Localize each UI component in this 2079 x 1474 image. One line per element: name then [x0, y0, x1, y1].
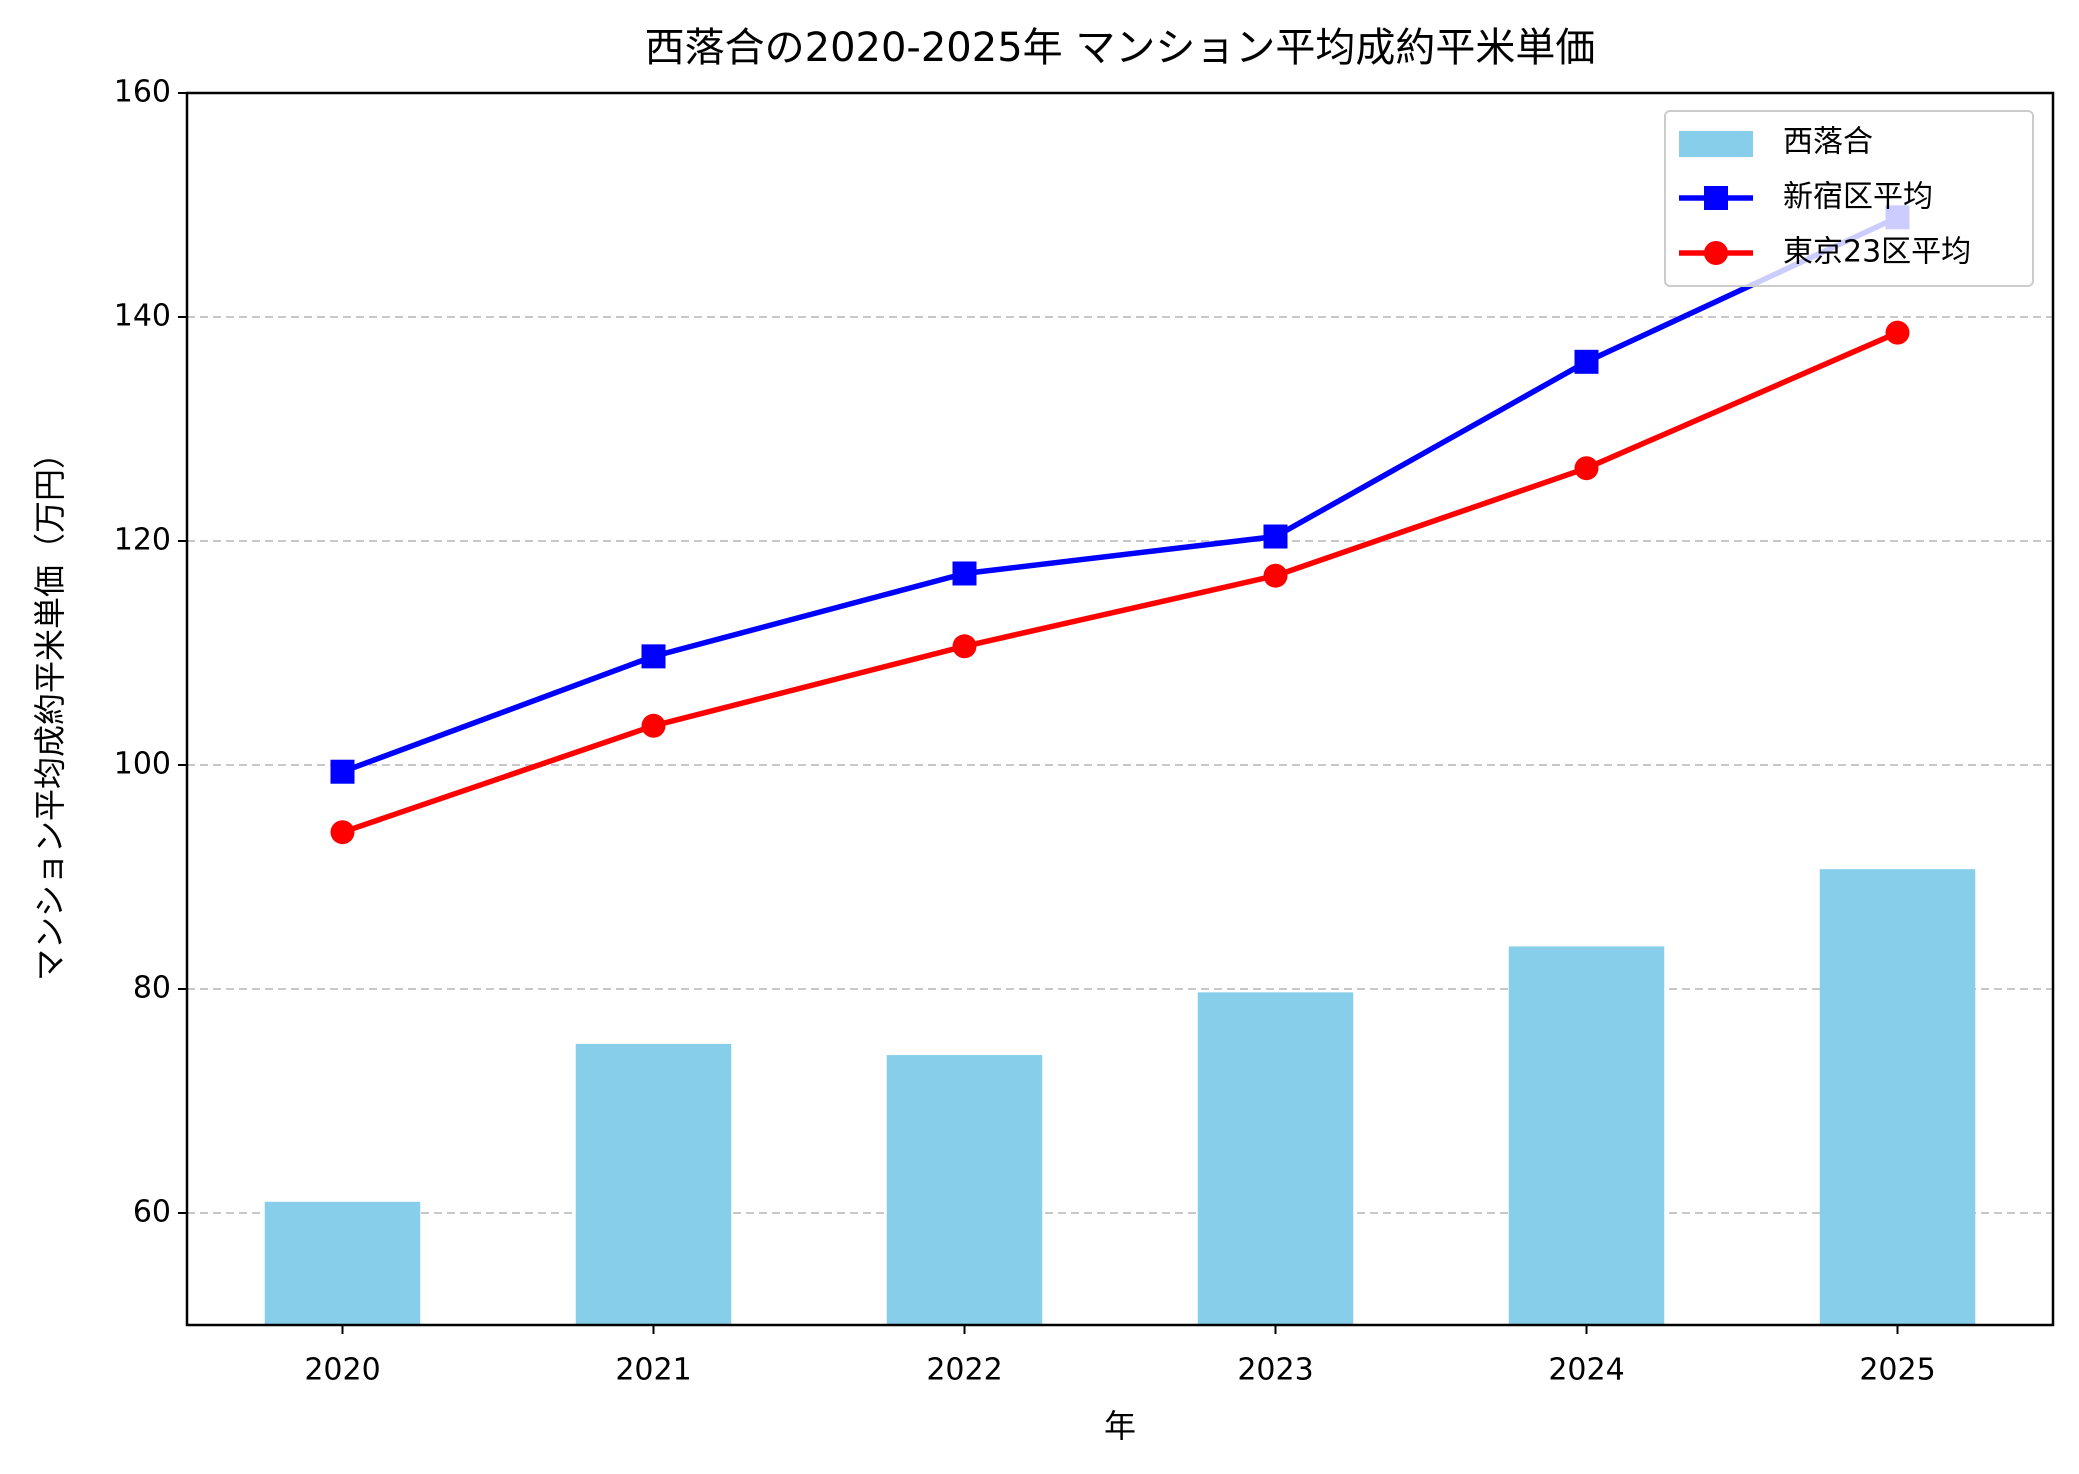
- marker: [952, 634, 977, 659]
- x-tick-label: 2023: [1237, 1353, 1313, 1388]
- x-tick-label: 2021: [615, 1353, 691, 1388]
- legend-label: 東京23区平均: [1783, 235, 1971, 270]
- legend-swatch: [1679, 131, 1753, 157]
- marker: [952, 561, 977, 586]
- bar: [264, 1201, 421, 1325]
- line: [341, 214, 1899, 775]
- marker: [1574, 456, 1599, 481]
- line: [341, 330, 1899, 835]
- legend-label: 新宿区平均: [1783, 180, 1933, 215]
- marker: [1885, 320, 1910, 345]
- chart-title: 西落合の2020-2025年 マンション平均成約平米単価: [645, 25, 1596, 71]
- bar: [1197, 992, 1354, 1325]
- marker: [641, 713, 666, 738]
- bar: [886, 1055, 1043, 1325]
- y-tick-label: 60: [133, 1195, 171, 1230]
- y-tick-label: 80: [133, 971, 171, 1006]
- y-tick-label: 100: [114, 747, 171, 782]
- x-tick-label: 2022: [926, 1353, 1002, 1388]
- x-tick-label: 2020: [304, 1353, 380, 1388]
- marker: [1263, 524, 1288, 549]
- marker: [330, 820, 355, 845]
- marker: [1263, 563, 1288, 588]
- legend-box: [1664, 110, 2034, 287]
- bar: [1819, 869, 1976, 1325]
- y-axis-label: マンション平均成約平米単価（万円）: [31, 437, 69, 981]
- x-tick-label: 2025: [1859, 1353, 1935, 1388]
- bar: [1508, 946, 1665, 1325]
- x-tick-label: 2024: [1548, 1353, 1624, 1388]
- y-tick-label: 160: [114, 75, 171, 110]
- plot-frame: [185, 91, 2055, 1327]
- marker: [1574, 349, 1599, 374]
- legend-label: 西落合: [1783, 125, 1873, 160]
- y-tick-label: 120: [114, 523, 171, 558]
- marker: [330, 759, 355, 784]
- marker: [1704, 186, 1728, 210]
- y-tick-label: 140: [114, 299, 171, 334]
- x-axis-label: 年: [1104, 1407, 1136, 1445]
- marker: [1704, 241, 1728, 265]
- bar: [575, 1043, 732, 1325]
- marker: [641, 644, 666, 669]
